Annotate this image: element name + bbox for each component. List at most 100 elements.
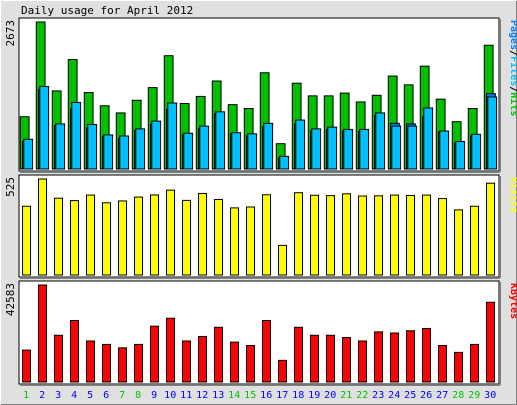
visits-bar-visits-24 bbox=[390, 194, 400, 276]
hits-plot-area bbox=[18, 17, 500, 172]
legend-separator: / bbox=[508, 86, 517, 92]
day-label-20: 20 bbox=[324, 390, 336, 401]
day-label-22: 22 bbox=[356, 390, 368, 401]
hits-bar-files-20 bbox=[327, 126, 338, 170]
hits-bar-files-21 bbox=[343, 128, 354, 170]
visits-bar-visits-20 bbox=[326, 195, 336, 276]
day-label-18: 18 bbox=[292, 390, 304, 401]
day-label-27: 27 bbox=[436, 390, 448, 401]
visits-bar-visits-7 bbox=[118, 200, 128, 276]
kbytes-bar-kbytes-26 bbox=[422, 327, 432, 383]
kbytes-bar-kbytes-5 bbox=[86, 340, 96, 383]
day-label-10: 10 bbox=[164, 390, 176, 401]
visits-bar-visits-3 bbox=[54, 197, 64, 276]
day-label-2: 2 bbox=[39, 390, 45, 401]
day-label-25: 25 bbox=[404, 390, 416, 401]
kbytes-bar-kbytes-11 bbox=[182, 340, 192, 383]
hits-bar-files-11 bbox=[183, 132, 194, 170]
legend-entry: Pages bbox=[508, 20, 517, 50]
kbytes-bar-kbytes-18 bbox=[294, 326, 304, 383]
visits-bar-visits-16 bbox=[262, 194, 272, 276]
kbytes-bar-kbytes-14 bbox=[230, 341, 240, 383]
visits-legend: Visits bbox=[508, 177, 517, 213]
kbytes-bar-kbytes-3 bbox=[54, 334, 64, 383]
kbytes-bar-kbytes-13 bbox=[214, 326, 224, 383]
day-label-16: 16 bbox=[260, 390, 272, 401]
hits-bar-files-19 bbox=[311, 128, 322, 170]
visits-bar-visits-14 bbox=[230, 207, 240, 276]
day-label-7: 7 bbox=[119, 390, 125, 401]
legend-entry: Files bbox=[508, 56, 517, 86]
kbytes-bar-kbytes-8 bbox=[134, 343, 144, 383]
visits-bar-visits-29 bbox=[470, 205, 480, 276]
visits-bar-visits-8 bbox=[134, 196, 144, 276]
kbytes-panel: 42583 KBytes bbox=[4, 280, 517, 386]
hits-bar-files-7 bbox=[119, 135, 130, 170]
day-label-9: 9 bbox=[151, 390, 157, 401]
day-label-5: 5 bbox=[87, 390, 93, 401]
day-label-11: 11 bbox=[180, 390, 192, 401]
visits-bar-visits-15 bbox=[246, 206, 256, 276]
kbytes-bar-kbytes-24 bbox=[390, 332, 400, 383]
day-label-26: 26 bbox=[420, 390, 432, 401]
legend-separator: / bbox=[508, 50, 517, 56]
visits-bar-visits-25 bbox=[406, 194, 416, 276]
legend-entry: KBytes bbox=[508, 283, 517, 319]
hits-bar-files-27 bbox=[439, 130, 450, 170]
day-label-19: 19 bbox=[308, 390, 320, 401]
kbytes-bar-kbytes-20 bbox=[326, 334, 336, 383]
day-label-6: 6 bbox=[103, 390, 109, 401]
day-label-3: 3 bbox=[55, 390, 61, 401]
legend-entry: Hits bbox=[508, 92, 517, 116]
day-label-29: 29 bbox=[468, 390, 480, 401]
visits-bar-visits-27 bbox=[438, 198, 448, 276]
kbytes-bar-kbytes-4 bbox=[70, 320, 80, 383]
kbytes-bar-kbytes-25 bbox=[406, 330, 416, 383]
day-label-14: 14 bbox=[228, 390, 240, 401]
kbytes-bar-kbytes-29 bbox=[470, 343, 480, 383]
kbytes-bar-kbytes-12 bbox=[198, 335, 208, 383]
day-label-8: 8 bbox=[135, 390, 141, 401]
hits-bar-files-17 bbox=[279, 155, 290, 170]
kbytes-ymax-label: 42583 bbox=[4, 283, 17, 316]
hits-bar-files-18 bbox=[295, 119, 306, 170]
visits-plot-area bbox=[18, 174, 500, 278]
day-label-1: 1 bbox=[23, 390, 29, 401]
visits-bar-visits-19 bbox=[310, 194, 320, 276]
visits-bar-visits-4 bbox=[70, 200, 80, 276]
series-kbytes bbox=[22, 284, 496, 383]
hits-bar-files-26 bbox=[423, 107, 434, 170]
hits-bar-files-25 bbox=[407, 125, 418, 170]
kbytes-bar-kbytes-23 bbox=[374, 331, 384, 383]
visits-bar-visits-28 bbox=[454, 209, 464, 276]
hits-bar-files-13 bbox=[215, 111, 226, 170]
hits-bar-files-16 bbox=[263, 122, 274, 170]
hits-bar-files-15 bbox=[247, 133, 258, 170]
day-label-15: 15 bbox=[244, 390, 256, 401]
visits-bar-visits-21 bbox=[342, 193, 352, 276]
kbytes-bar-kbytes-30 bbox=[486, 301, 496, 383]
visits-bar-visits-23 bbox=[374, 195, 384, 276]
kbytes-bar-kbytes-6 bbox=[102, 343, 112, 383]
kbytes-bar-kbytes-21 bbox=[342, 337, 352, 383]
hits-bar-files-3 bbox=[55, 123, 66, 170]
kbytes-bar-kbytes-7 bbox=[118, 347, 128, 383]
kbytes-bar-kbytes-9 bbox=[150, 325, 160, 383]
hits-bar-files-5 bbox=[87, 123, 98, 170]
hits-bar-files-8 bbox=[135, 128, 146, 170]
kbytes-bar-kbytes-28 bbox=[454, 351, 464, 383]
hits-bar-files-29 bbox=[471, 133, 482, 170]
visits-bar-visits-6 bbox=[102, 202, 112, 276]
kbytes-bar-kbytes-2 bbox=[38, 284, 48, 383]
kbytes-bar-kbytes-17 bbox=[278, 359, 288, 383]
kbytes-bar-kbytes-22 bbox=[358, 340, 368, 383]
hits-bar-files-2 bbox=[39, 86, 50, 170]
hits-bar-files-23 bbox=[375, 112, 386, 170]
visits-bar-visits-22 bbox=[358, 195, 368, 276]
visits-bar-visits-26 bbox=[422, 194, 432, 276]
day-label-4: 4 bbox=[71, 390, 77, 401]
hits-bar-files-24 bbox=[391, 125, 402, 170]
